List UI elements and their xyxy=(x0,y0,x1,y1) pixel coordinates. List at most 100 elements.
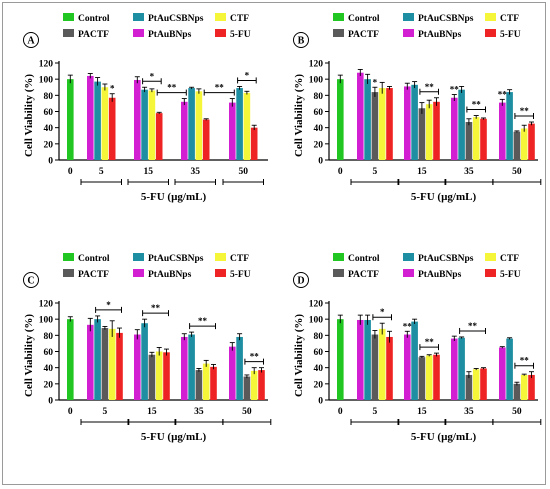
x-tick-label: 50 xyxy=(512,407,522,417)
bar-ctf xyxy=(108,328,116,400)
bar-ctf xyxy=(101,87,109,160)
y-tick-label: 20 xyxy=(44,380,54,390)
panel-B: B Control PtAuCSBNps CTF PACTF PtAuBNps 5-FU 0 2… xyxy=(293,13,542,203)
x-axis-label: 5-FU (µg/mL) xyxy=(141,431,207,443)
bar-5-fu xyxy=(210,366,217,400)
bar-ptaucsbnps xyxy=(411,321,418,400)
y-tick-label: 100 xyxy=(39,76,54,86)
legend-label: PtAuBNps xyxy=(148,270,192,280)
bar-5-fu xyxy=(250,127,258,160)
significance-mark: ** xyxy=(250,352,260,362)
bar-ptaubnps xyxy=(499,102,506,160)
bar-ctf xyxy=(155,351,163,400)
y-tick-label: 120 xyxy=(39,60,54,70)
bar-ptaubnps xyxy=(499,347,506,400)
legend-swatch xyxy=(485,29,496,37)
bar-ctf xyxy=(425,104,433,160)
legend-swatch xyxy=(333,269,344,277)
bar-5-fu xyxy=(386,336,393,400)
legend-swatch xyxy=(403,29,414,37)
legend-swatch xyxy=(403,253,414,261)
x-tick-label: 5 xyxy=(99,167,104,177)
y-axis-label: Cell Viability (%) xyxy=(293,314,305,397)
bar-5-fu xyxy=(116,332,123,400)
chart-canvas: A Control PtAuCSBNps CTF PACTF PtAuBNps 5-FU 0 2… xyxy=(3,3,542,443)
bar-control xyxy=(337,319,344,400)
y-axis-label: Cell Viability (%) xyxy=(23,314,35,397)
bar-ptaucsbnps xyxy=(141,323,148,400)
bar-ptaubnps xyxy=(451,338,458,400)
legend-swatch xyxy=(403,269,414,277)
bar-pactf xyxy=(418,357,426,400)
bar-ptaubnps xyxy=(404,86,411,160)
bar-5-fu xyxy=(433,101,440,160)
legend-label: PACTF xyxy=(348,270,379,280)
y-tick-label: 40 xyxy=(44,124,54,134)
bar-ptaubnps xyxy=(404,334,411,400)
bar-ctf xyxy=(425,355,433,400)
bar-pactf xyxy=(465,374,473,400)
legend-label: PtAuBNps xyxy=(148,30,192,40)
x-tick-label: 50 xyxy=(512,167,522,177)
bar-ptaubnps xyxy=(451,97,458,160)
significance-mark: ** xyxy=(520,356,530,366)
y-tick-label: 20 xyxy=(314,380,324,390)
legend-swatch xyxy=(133,253,144,261)
legend-label: CTF xyxy=(230,254,249,264)
panel-letter-circle xyxy=(23,272,39,288)
bar-ctf xyxy=(520,128,528,160)
panel-C: C Control PtAuCSBNps CTF PACTF PtAuBNps 5-FU 0 2… xyxy=(23,253,272,443)
legend-label: Control xyxy=(78,14,110,24)
bar-5-fu xyxy=(163,352,170,400)
legend-label: PACTF xyxy=(78,270,109,280)
legend-label: PtAuBNps xyxy=(418,30,462,40)
bar-pactf xyxy=(513,383,521,400)
bar-ptaubnps xyxy=(134,334,141,400)
y-tick-label: 40 xyxy=(314,124,324,134)
y-axis-label: Cell Viability (%) xyxy=(293,74,305,157)
x-tick-label: 5 xyxy=(103,407,108,417)
y-tick-label: 60 xyxy=(44,348,54,358)
bar-pactf xyxy=(513,131,521,160)
bar-ptaucsbnps xyxy=(188,334,195,400)
legend-label: Control xyxy=(348,14,380,24)
y-tick-label: 100 xyxy=(39,316,54,326)
significance-mark: ** xyxy=(215,83,225,93)
significance-mark: ** xyxy=(403,321,413,331)
y-tick-label: 80 xyxy=(314,92,324,102)
panel-letter: C xyxy=(27,276,34,287)
bar-ptaubnps xyxy=(181,336,188,400)
bar-ctf xyxy=(195,91,203,160)
legend-swatch xyxy=(133,269,144,277)
bar-5-fu xyxy=(108,97,116,160)
legend-swatch xyxy=(133,13,144,21)
legend-label: CTF xyxy=(500,254,519,264)
bar-ctf xyxy=(472,369,480,400)
significance-mark: ** xyxy=(3,3,8,5)
bar-5-fu xyxy=(480,118,487,160)
legend-swatch xyxy=(63,29,74,37)
y-tick-label: 100 xyxy=(309,316,324,326)
significance-mark: ** xyxy=(151,303,161,313)
bar-ptaucsbnps xyxy=(411,84,418,160)
y-tick-label: 0 xyxy=(48,157,53,167)
bar-pactf xyxy=(371,334,379,400)
bar-pactf xyxy=(195,370,203,400)
legend-label: CTF xyxy=(500,14,519,24)
y-tick-label: 120 xyxy=(309,60,324,70)
y-tick-label: 120 xyxy=(39,300,54,310)
legend-swatch xyxy=(333,13,344,21)
x-tick-label: 35 xyxy=(194,407,204,417)
x-tick-label: 35 xyxy=(464,407,474,417)
x-tick-label: 15 xyxy=(144,167,154,177)
legend-swatch xyxy=(63,253,74,261)
legend-swatch xyxy=(215,29,226,37)
bar-ctf xyxy=(472,117,480,160)
bar-ptaucsbnps xyxy=(506,92,513,160)
bar-ctf xyxy=(250,370,258,400)
legend-label: PtAuCSBNps xyxy=(148,14,204,24)
bar-ptaubnps xyxy=(229,102,236,160)
panel-letter-circle xyxy=(293,32,309,48)
bar-control xyxy=(337,79,344,160)
bar-ptaubnps xyxy=(134,79,141,160)
